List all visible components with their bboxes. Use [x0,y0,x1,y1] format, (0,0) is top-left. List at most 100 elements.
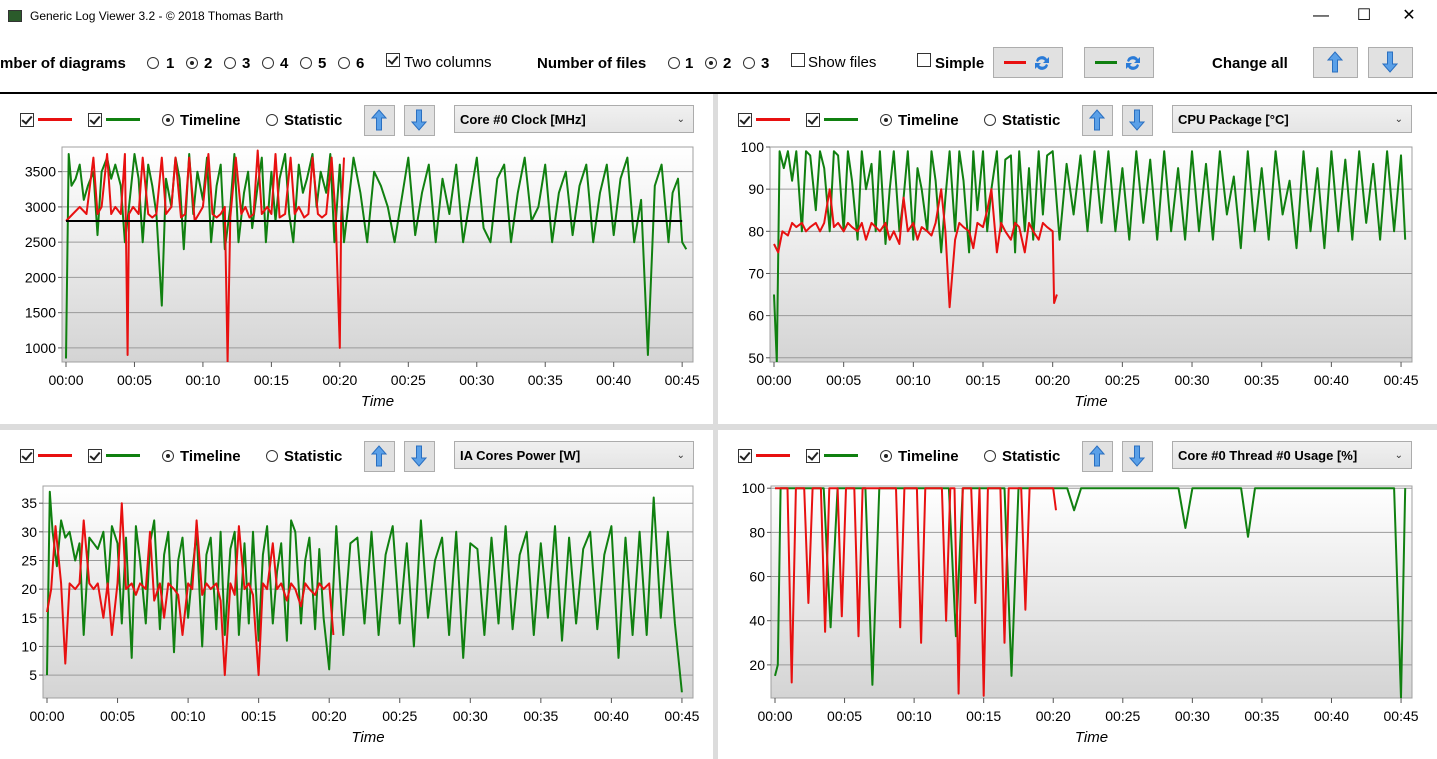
statistic-radio[interactable] [266,114,278,126]
y-tick-label: 40 [749,613,765,629]
chart: 50 60 70 80 90 100 00:00 00:05 00:10 00:15 00:20 00… [741,139,1419,410]
x-tick-label: 00:05 [826,372,861,388]
move-up-button[interactable] [364,105,395,136]
file2-color-swap-button[interactable] [1084,47,1154,78]
diagrams-option-6: 6 [356,55,365,72]
statistic-radio[interactable] [984,450,996,462]
move-up-button[interactable] [1082,105,1113,136]
x-tick-label: 00:35 [1244,708,1279,724]
diagrams-radio-3[interactable] [224,57,236,69]
diagrams-radio-1[interactable] [147,57,159,69]
two-columns-checkbox[interactable] [386,53,400,67]
files-option-2: 2 [723,55,732,72]
files-radio-3[interactable] [743,57,755,69]
x-tick-label: 00:40 [596,372,631,388]
x-tick-label: 00:45 [664,708,699,724]
window-title: Generic Log Viewer 3.2 - © 2018 Thomas B… [30,9,284,23]
x-tick-label: 00:00 [757,708,792,724]
diagram-header: Timeline Statistic Core #0 Clock [MHz] ⌄ [0,94,713,140]
y-tick-label: 2000 [25,269,56,285]
show-files-checkbox[interactable] [791,53,805,67]
x-axis-label: Time [1074,393,1107,410]
toolbar-separator [0,92,1437,94]
files-radio-1[interactable] [668,57,680,69]
arrow-up-icon [371,445,387,467]
files-radio-2[interactable] [705,57,717,69]
close-icon[interactable]: ✕ [1402,7,1416,24]
statistic-radio[interactable] [266,450,278,462]
plot-area [42,485,694,699]
change-all-down-button[interactable] [1368,47,1413,78]
maximize-icon[interactable]: ☐ [1356,7,1372,24]
sensor-dropdown[interactable]: Core #0 Clock [MHz] ⌄ [454,105,694,133]
y-tick-label: 20 [749,657,765,673]
file1-visible-checkbox[interactable] [20,113,34,127]
move-down-button[interactable] [404,441,435,472]
y-tick-label: 35 [21,495,37,511]
file2-legend-line [106,454,140,457]
diagrams-radio-6[interactable] [338,57,350,69]
x-tick-label: 00:40 [594,708,629,724]
arrow-up-icon [371,109,387,131]
file1-legend-line [38,454,72,457]
horizontal-splitter[interactable] [0,424,1437,430]
x-tick-label: 00:25 [1105,708,1140,724]
statistic-radio[interactable] [984,114,996,126]
sensor-dropdown[interactable]: Core #0 Thread #0 Usage [%] ⌄ [1172,441,1412,469]
timeline-radio[interactable] [880,114,892,126]
file2-visible-checkbox[interactable] [806,449,820,463]
timeline-radio[interactable] [880,450,892,462]
series-group [46,490,683,693]
diagrams-radio-4[interactable] [262,57,274,69]
file2-visible-checkbox[interactable] [806,113,820,127]
series-file1-line [65,149,345,362]
move-up-button[interactable] [364,441,395,472]
toolbar: mber of diagrams 1 2 3 4 5 6 Two columns… [0,33,1437,93]
x-tick-label: 00:25 [1105,372,1140,388]
x-tick-label: 00:35 [1244,372,1279,388]
move-up-button[interactable] [1082,441,1113,472]
timeline-radio[interactable] [162,114,174,126]
number-of-diagrams-label: mber of diagrams [0,55,126,72]
swap-icon [1035,56,1049,70]
file1-visible-checkbox[interactable] [738,113,752,127]
arrow-down-icon [1382,51,1398,73]
file2-legend-line [824,454,858,457]
diagram-panel-3: Timeline Statistic IA Cores Power [W] ⌄ … [0,430,713,759]
x-tick-label: 00:10 [171,708,206,724]
diagram-panel-1: Timeline Statistic Core #0 Clock [MHz] ⌄… [0,94,713,424]
file1-visible-checkbox[interactable] [20,449,34,463]
change-all-up-button[interactable] [1313,47,1358,78]
y-tick-label: 70 [748,265,764,281]
move-down-button[interactable] [1122,105,1153,136]
chart: 5 10 15 20 25 30 35 00:00 00:05 00:10 00:15 00:20 00… [21,485,700,746]
change-all-label: Change all [1212,55,1288,72]
minimize-icon[interactable]: — [1313,7,1329,24]
file2-legend-line [824,118,858,121]
simple-checkbox[interactable] [917,53,931,67]
file2-visible-checkbox[interactable] [88,449,102,463]
y-tick-label: 80 [748,223,764,239]
x-tick-label: 00:05 [117,372,152,388]
file1-visible-checkbox[interactable] [738,449,752,463]
statistic-label: Statistic [284,448,343,465]
sensor-dropdown[interactable]: CPU Package [°C] ⌄ [1172,105,1412,133]
y-tick-label: 1000 [25,340,56,356]
x-tick-label: 00:30 [453,708,488,724]
timeline-radio[interactable] [162,450,174,462]
diagrams-option-5: 5 [318,55,327,72]
x-tick-label: 00:35 [523,708,558,724]
sensor-dropdown[interactable]: IA Cores Power [W] ⌄ [454,441,694,469]
x-axis-label: Time [361,393,394,410]
y-tick-label: 100 [741,139,765,155]
diagrams-option-4: 4 [280,55,289,72]
move-down-button[interactable] [1122,441,1153,472]
app-icon [8,10,22,22]
file2-visible-checkbox[interactable] [88,113,102,127]
diagrams-radio-2[interactable] [186,57,198,69]
diagrams-radio-5[interactable] [300,57,312,69]
move-down-button[interactable] [404,105,435,136]
x-tick-label: 00:20 [1035,372,1070,388]
files-option-1: 1 [685,55,694,72]
file1-color-swap-button[interactable] [993,47,1063,78]
